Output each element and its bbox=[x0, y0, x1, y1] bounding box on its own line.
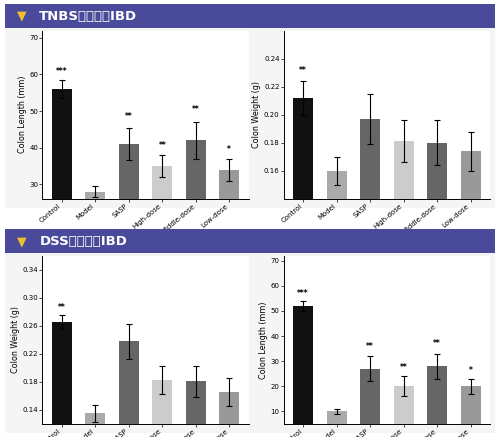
Bar bbox=[86, 191, 105, 294]
Bar bbox=[220, 170, 240, 294]
Bar bbox=[326, 171, 346, 395]
Y-axis label: Colon Weight (g): Colon Weight (g) bbox=[11, 306, 20, 373]
Text: ▼: ▼ bbox=[17, 235, 27, 248]
Text: ▼: ▼ bbox=[17, 10, 27, 23]
Text: **: ** bbox=[433, 339, 441, 348]
Text: **: ** bbox=[192, 105, 200, 114]
Bar bbox=[460, 151, 480, 395]
Bar bbox=[220, 392, 240, 437]
X-axis label: Group: Group bbox=[132, 236, 160, 245]
Bar bbox=[360, 369, 380, 437]
Text: ***: *** bbox=[56, 67, 68, 76]
Bar bbox=[52, 322, 72, 437]
Bar bbox=[427, 366, 447, 437]
Y-axis label: Colon Weight (g): Colon Weight (g) bbox=[252, 81, 261, 148]
X-axis label: Group: Group bbox=[373, 236, 400, 245]
Bar bbox=[394, 141, 413, 395]
Y-axis label: Colon Length (mm): Colon Length (mm) bbox=[259, 301, 268, 378]
Text: **: ** bbox=[366, 342, 374, 351]
Text: **: ** bbox=[58, 303, 66, 312]
Bar bbox=[119, 144, 139, 294]
Text: **: ** bbox=[400, 363, 407, 371]
Text: **: ** bbox=[158, 141, 166, 150]
Bar bbox=[119, 341, 139, 437]
Bar bbox=[186, 140, 206, 294]
Bar bbox=[52, 89, 72, 294]
Bar bbox=[152, 380, 172, 437]
Text: *: * bbox=[228, 145, 232, 154]
Bar bbox=[394, 386, 413, 437]
Bar bbox=[326, 411, 346, 437]
Bar bbox=[427, 143, 447, 395]
Bar bbox=[293, 98, 313, 395]
Text: ***: *** bbox=[298, 289, 309, 298]
Bar bbox=[152, 166, 172, 294]
Bar bbox=[360, 119, 380, 395]
Text: **: ** bbox=[125, 112, 133, 121]
Text: DSS诱导小鼠IBD: DSS诱导小鼠IBD bbox=[40, 235, 127, 248]
Bar bbox=[186, 381, 206, 437]
Text: **: ** bbox=[300, 66, 307, 75]
Text: TNBS诱导大鼠IBD: TNBS诱导大鼠IBD bbox=[40, 10, 138, 23]
Bar bbox=[86, 413, 105, 437]
Bar bbox=[293, 306, 313, 437]
Y-axis label: Colon Length (mm): Colon Length (mm) bbox=[18, 76, 26, 153]
Bar bbox=[460, 386, 480, 437]
Text: *: * bbox=[468, 366, 472, 375]
